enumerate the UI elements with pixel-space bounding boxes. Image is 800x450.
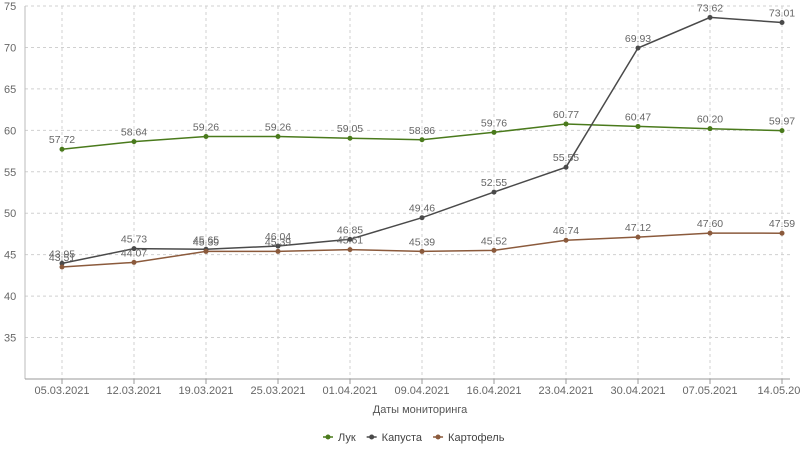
data-label: 45.39 (193, 236, 219, 248)
data-label: 73.01 (769, 7, 795, 19)
data-label: 57.72 (49, 134, 75, 146)
x-tick-label: 09.04.2021 (394, 385, 449, 397)
data-point[interactable] (131, 259, 137, 265)
x-tick-label: 25.03.2021 (250, 385, 305, 397)
data-label: 60.47 (625, 111, 651, 123)
data-point[interactable] (59, 264, 65, 270)
data-labels: 57.72 58.64 59.26 59.26 59.05 58.86 59.76 60.77… (49, 2, 795, 264)
data-point[interactable] (635, 234, 641, 240)
y-tick-label: 75 (4, 1, 16, 13)
data-point[interactable] (419, 137, 425, 143)
legend-marker (435, 434, 441, 440)
data-point[interactable] (491, 247, 497, 253)
data-label: 52.55 (481, 177, 507, 189)
data-label: 46.04 (265, 231, 291, 243)
x-tick-label: 16.04.2021 (466, 385, 521, 397)
data-point[interactable] (779, 128, 785, 134)
x-tick-label: 12.03.2021 (106, 385, 161, 397)
data-point[interactable] (779, 19, 785, 25)
data-label: 59.97 (769, 116, 795, 128)
data-label: 46.85 (337, 224, 363, 236)
data-point[interactable] (131, 246, 137, 252)
data-point[interactable] (347, 247, 353, 253)
data-label: 45.52 (481, 235, 507, 247)
x-tick-label: 19.03.2021 (178, 385, 233, 397)
data-label: 45.39 (409, 236, 435, 248)
legend-entry[interactable]: Лук (338, 432, 356, 444)
data-label: 73.62 (697, 2, 723, 14)
data-label: 45.39 (265, 236, 291, 248)
data-point[interactable] (563, 121, 569, 127)
y-tick-label: 60 (4, 125, 16, 137)
data-point[interactable] (275, 243, 281, 249)
grid (25, 5, 790, 379)
legend: Лук Капуста Картофель (323, 432, 505, 444)
y-tick-label: 35 (4, 333, 16, 345)
legend-marker (325, 434, 331, 440)
data-point[interactable] (347, 135, 353, 141)
x-tick-label: 14.05.202 (758, 385, 800, 397)
data-label: 47.60 (697, 218, 723, 230)
data-point[interactable] (275, 248, 281, 254)
data-label: 69.93 (625, 33, 651, 45)
data-point[interactable] (419, 215, 425, 221)
y-tick-label: 65 (4, 84, 16, 96)
data-label: 55.55 (553, 152, 579, 164)
data-label: 49.46 (409, 203, 435, 215)
data-label: 44.07 (121, 247, 147, 259)
data-point[interactable] (707, 14, 713, 20)
data-point[interactable] (59, 260, 65, 266)
data-label: 60.77 (553, 109, 579, 121)
data-label: 59.26 (193, 121, 219, 133)
data-label: 59.76 (481, 117, 507, 129)
data-point[interactable] (131, 139, 137, 145)
data-point[interactable] (563, 237, 569, 243)
y-tick-label: 45 (4, 250, 16, 262)
x-tick-label: 05.03.2021 (34, 385, 89, 397)
data-point[interactable] (707, 230, 713, 236)
y-tick-label: 55 (4, 167, 16, 179)
y-tick-label: 40 (4, 291, 16, 303)
data-point[interactable] (59, 146, 65, 152)
y-tick-label: 70 (4, 42, 16, 54)
data-point[interactable] (635, 123, 641, 129)
data-point[interactable] (347, 236, 353, 242)
data-point[interactable] (779, 230, 785, 236)
data-point[interactable] (491, 189, 497, 195)
data-label: 43.51 (49, 252, 75, 264)
legend-marker (369, 434, 375, 440)
legend-entry[interactable]: Капуста (382, 432, 423, 444)
data-point[interactable] (635, 45, 641, 51)
data-label: 45.65 (193, 234, 219, 246)
data-point[interactable] (563, 164, 569, 170)
data-label: 45.61 (337, 235, 363, 247)
data-point[interactable] (491, 129, 497, 135)
axes: 35 40 45 50 55 60 65 70 75 05.03.2021 12.03.2021 19… (4, 1, 800, 397)
data-label: 43.95 (49, 248, 75, 260)
data-label: 47.12 (625, 222, 651, 234)
data-label: 58.86 (409, 125, 435, 137)
data-label: 60.20 (697, 114, 723, 126)
data-point[interactable] (203, 248, 209, 254)
x-tick-label: 07.05.2021 (682, 385, 737, 397)
series-group (59, 14, 785, 270)
data-point[interactable] (419, 248, 425, 254)
x-tick-label: 30.04.2021 (610, 385, 665, 397)
data-label: 58.64 (121, 127, 147, 139)
data-label: 45.73 (121, 234, 147, 246)
y-tick-label: 50 (4, 208, 16, 220)
data-point[interactable] (203, 133, 209, 139)
data-point[interactable] (275, 133, 281, 139)
x-axis-title: Даты мониторинга (373, 404, 468, 416)
data-label: 46.74 (553, 225, 579, 237)
x-tick-label: 01.04.2021 (322, 385, 377, 397)
data-label: 47.59 (769, 218, 795, 230)
legend-entry[interactable]: Картофель (448, 432, 505, 444)
x-tick-label: 23.04.2021 (538, 385, 593, 397)
data-point[interactable] (707, 126, 713, 132)
data-label: 59.05 (337, 123, 363, 135)
data-label: 59.26 (265, 121, 291, 133)
